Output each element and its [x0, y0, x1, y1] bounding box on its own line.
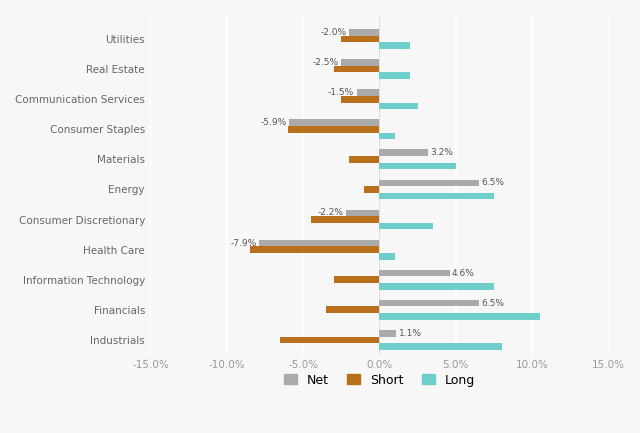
Bar [380, 163, 456, 169]
Text: 4.6%: 4.6% [452, 268, 475, 278]
Text: -2.5%: -2.5% [313, 58, 339, 67]
Text: -2.2%: -2.2% [317, 208, 344, 217]
Legend: Net, Short, Long: Net, Short, Long [278, 367, 481, 393]
Text: -2.0%: -2.0% [321, 28, 347, 37]
Bar [364, 186, 380, 193]
Bar [326, 307, 380, 313]
Bar [311, 216, 380, 223]
Bar [341, 36, 380, 42]
Bar [356, 89, 380, 96]
Text: -5.9%: -5.9% [261, 118, 287, 127]
Bar [341, 59, 380, 66]
Text: -1.5%: -1.5% [328, 88, 355, 97]
Bar [349, 156, 380, 163]
Text: -7.9%: -7.9% [230, 239, 257, 248]
Bar [380, 343, 502, 350]
Bar [380, 193, 494, 200]
Bar [380, 300, 479, 307]
Bar [380, 72, 410, 79]
Bar [341, 96, 380, 103]
Bar [380, 253, 395, 259]
Text: 6.5%: 6.5% [481, 178, 504, 187]
Bar [280, 336, 380, 343]
Bar [380, 42, 410, 49]
Bar [289, 120, 380, 126]
Bar [380, 270, 450, 276]
Bar [333, 66, 380, 72]
Text: 6.5%: 6.5% [481, 299, 504, 308]
Bar [288, 126, 380, 132]
Text: 3.2%: 3.2% [431, 148, 454, 157]
Bar [259, 240, 380, 246]
Bar [380, 180, 479, 186]
Bar [333, 276, 380, 283]
Bar [380, 313, 540, 320]
Text: 1.1%: 1.1% [399, 329, 422, 338]
Bar [380, 223, 433, 229]
Bar [380, 283, 494, 290]
Bar [346, 210, 380, 216]
Bar [380, 149, 428, 156]
Bar [380, 132, 395, 139]
Bar [250, 246, 380, 253]
Bar [349, 29, 380, 36]
Bar [380, 330, 396, 336]
Bar [380, 103, 418, 109]
